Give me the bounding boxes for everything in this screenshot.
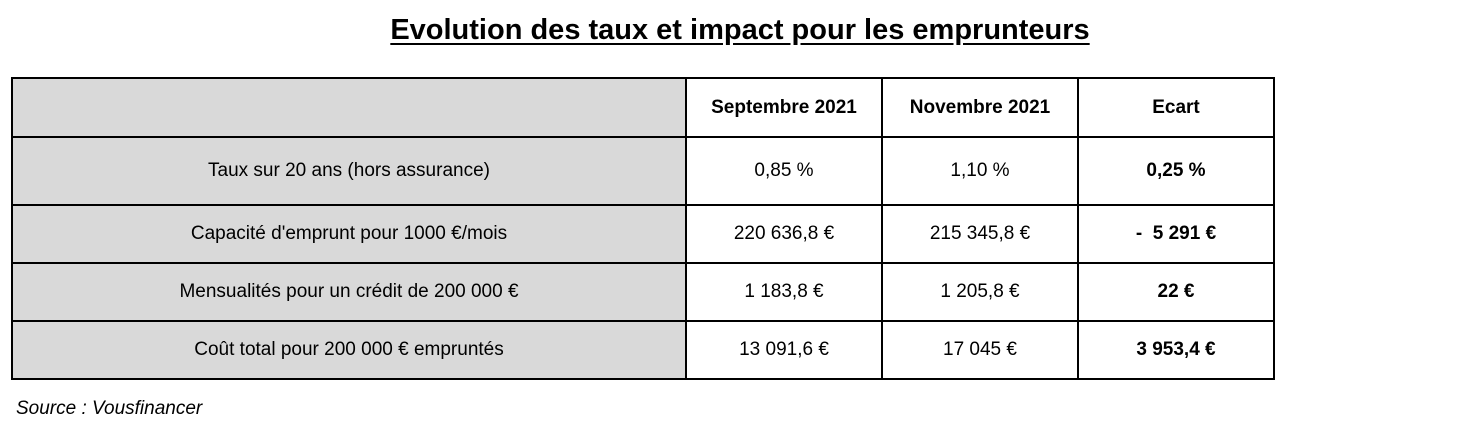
table-header-row: Septembre 2021 Novembre 2021 Ecart (11, 77, 1275, 138)
row-label: Coût total pour 200 000 € empruntés (11, 320, 687, 380)
source-note: Source : Vousfinancer (16, 398, 203, 419)
cell-november: 215 345,8 € (881, 204, 1079, 264)
row-label: Mensualités pour un crédit de 200 000 € (11, 262, 687, 322)
header-november-2021: Novembre 2021 (881, 77, 1079, 138)
cell-november: 1 205,8 € (881, 262, 1079, 322)
cell-september: 220 636,8 € (685, 204, 883, 264)
cell-ecart: 3 953,4 € (1077, 320, 1275, 380)
cell-september: 0,85 % (685, 136, 883, 206)
header-ecart: Ecart (1077, 77, 1275, 138)
row-label: Capacité d'emprunt pour 1000 €/mois (11, 204, 687, 264)
cell-ecart: - 5 291 € (1077, 204, 1275, 264)
cell-november: 1,10 % (881, 136, 1079, 206)
cell-ecart: 22 € (1077, 262, 1275, 322)
table-row: Coût total pour 200 000 € empruntés 13 0… (11, 320, 1275, 380)
cell-ecart: 0,25 % (1077, 136, 1275, 206)
page-title: Evolution des taux et impact pour les em… (390, 14, 1090, 46)
row-label: Taux sur 20 ans (hors assurance) (11, 136, 687, 206)
header-empty-cell (11, 77, 687, 138)
cell-september: 1 183,8 € (685, 262, 883, 322)
table-row: Capacité d'emprunt pour 1000 €/mois 220 … (11, 204, 1275, 264)
table-row: Taux sur 20 ans (hors assurance) 0,85 % … (11, 136, 1275, 206)
header-september-2021: Septembre 2021 (685, 77, 883, 138)
cell-september: 13 091,6 € (685, 320, 883, 380)
table-row: Mensualités pour un crédit de 200 000 € … (11, 262, 1275, 322)
cell-november: 17 045 € (881, 320, 1079, 380)
rates-table: Septembre 2021 Novembre 2021 Ecart Taux … (11, 77, 1275, 380)
